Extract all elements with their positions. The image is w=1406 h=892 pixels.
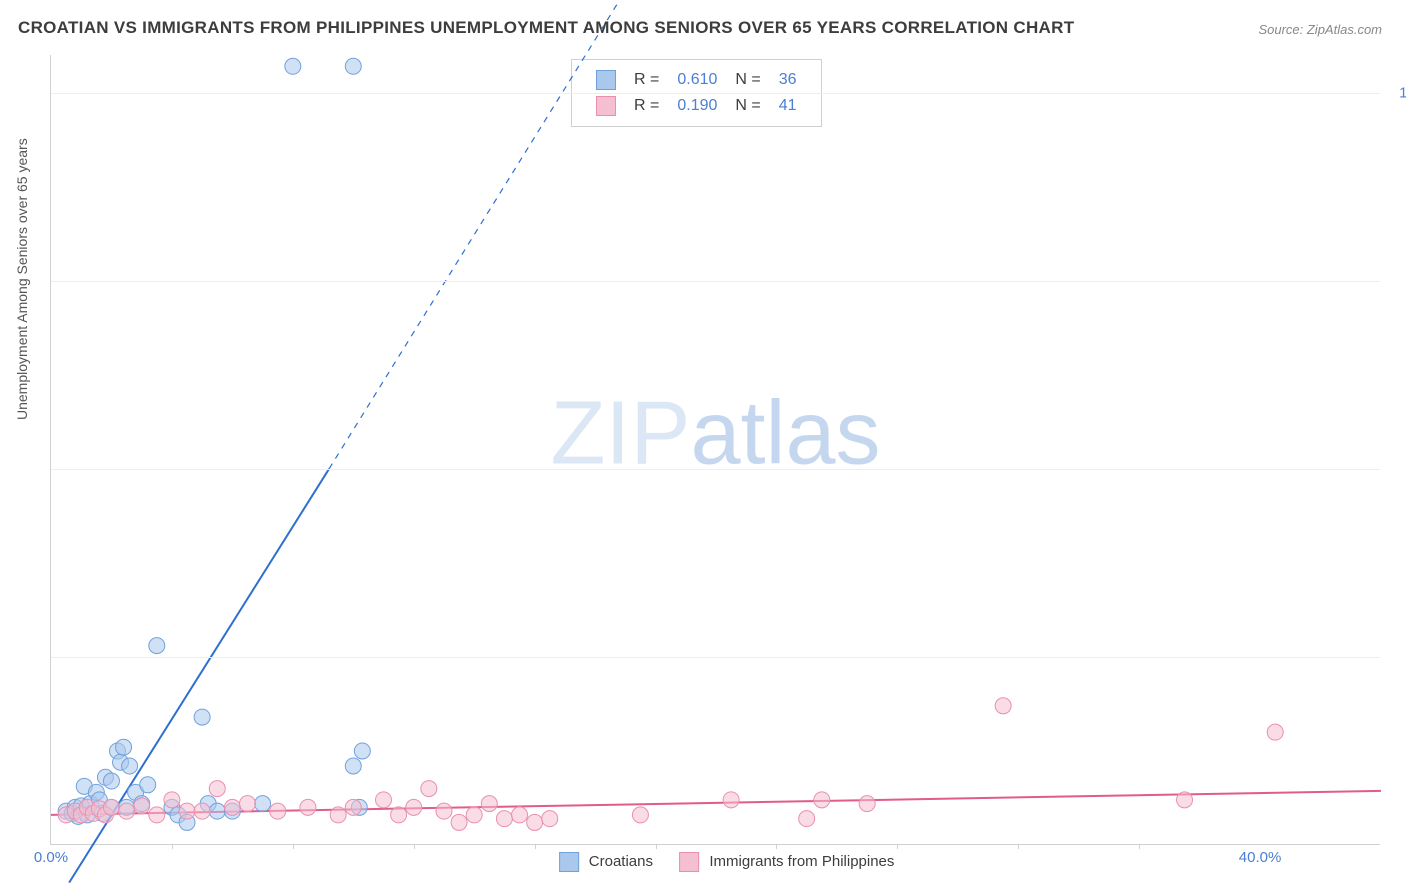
x-tick-mark [1018,844,1019,849]
x-tick-mark [535,844,536,849]
x-tick-mark [414,844,415,849]
bottom-legend: Croatians Immigrants from Philippines [537,852,895,872]
chart-svg [51,55,1380,844]
gridline [51,93,1380,94]
legend-label-philippines: Immigrants from Philippines [709,853,894,870]
legend-swatch-croatians [559,852,579,872]
legend-label-croatians: Croatians [589,853,653,870]
gridline [51,657,1380,658]
y-axis-label: Unemployment Among Seniors over 65 years [14,138,30,420]
x-tick-label: 40.0% [1239,849,1282,866]
legend-swatch-philippines [679,852,699,872]
x-tick-mark [172,844,173,849]
gridline [51,469,1380,470]
source-attribution: Source: ZipAtlas.com [1258,22,1382,37]
x-tick-mark [1139,844,1140,849]
x-tick-mark [776,844,777,849]
gridline [51,281,1380,282]
chart-title: CROATIAN VS IMMIGRANTS FROM PHILIPPINES … [18,18,1074,38]
x-tick-mark [897,844,898,849]
plot-area: ZIPatlas R = 0.610 N = 36 R = 0.190 N = … [50,55,1380,845]
x-tick-mark [656,844,657,849]
x-tick-mark [293,844,294,849]
x-tick-label: 0.0% [34,849,68,866]
y-tick-label: 100.0% [1399,84,1406,101]
